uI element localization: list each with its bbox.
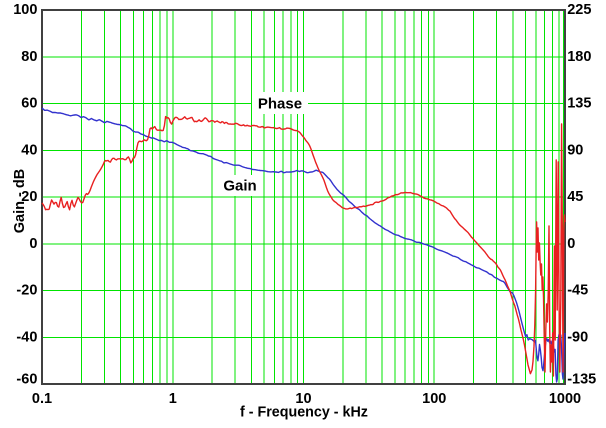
svg-text:Gain - dB: Gain - dB [12, 169, 28, 233]
svg-text:Gain: Gain [223, 178, 256, 195]
svg-text:180: 180 [567, 49, 591, 65]
svg-text:-60: -60 [16, 372, 37, 388]
svg-text:135: 135 [567, 96, 591, 112]
svg-text:-20: -20 [16, 283, 37, 299]
svg-text:40: 40 [21, 142, 37, 158]
svg-text:0: 0 [567, 236, 575, 252]
svg-text:10: 10 [295, 391, 311, 407]
svg-text:80: 80 [21, 49, 37, 65]
svg-text:-90: -90 [567, 329, 588, 345]
svg-text:Phase: Phase [258, 96, 302, 113]
svg-text:225: 225 [567, 2, 591, 18]
svg-text:45: 45 [567, 189, 583, 205]
svg-text:20: 20 [21, 189, 37, 205]
svg-text:100: 100 [13, 2, 37, 18]
svg-text:1: 1 [169, 391, 177, 407]
svg-text:-45: -45 [567, 283, 588, 299]
svg-text:1000: 1000 [549, 391, 581, 407]
svg-text:f - Frequency - kHz: f - Frequency - kHz [240, 405, 368, 421]
svg-text:90: 90 [567, 142, 583, 158]
svg-text:60: 60 [21, 96, 37, 112]
svg-text:100: 100 [422, 391, 446, 407]
svg-text:0: 0 [29, 236, 37, 252]
svg-text:-40: -40 [16, 329, 37, 345]
svg-text:0.1: 0.1 [32, 391, 52, 407]
svg-text:-135: -135 [567, 372, 596, 388]
